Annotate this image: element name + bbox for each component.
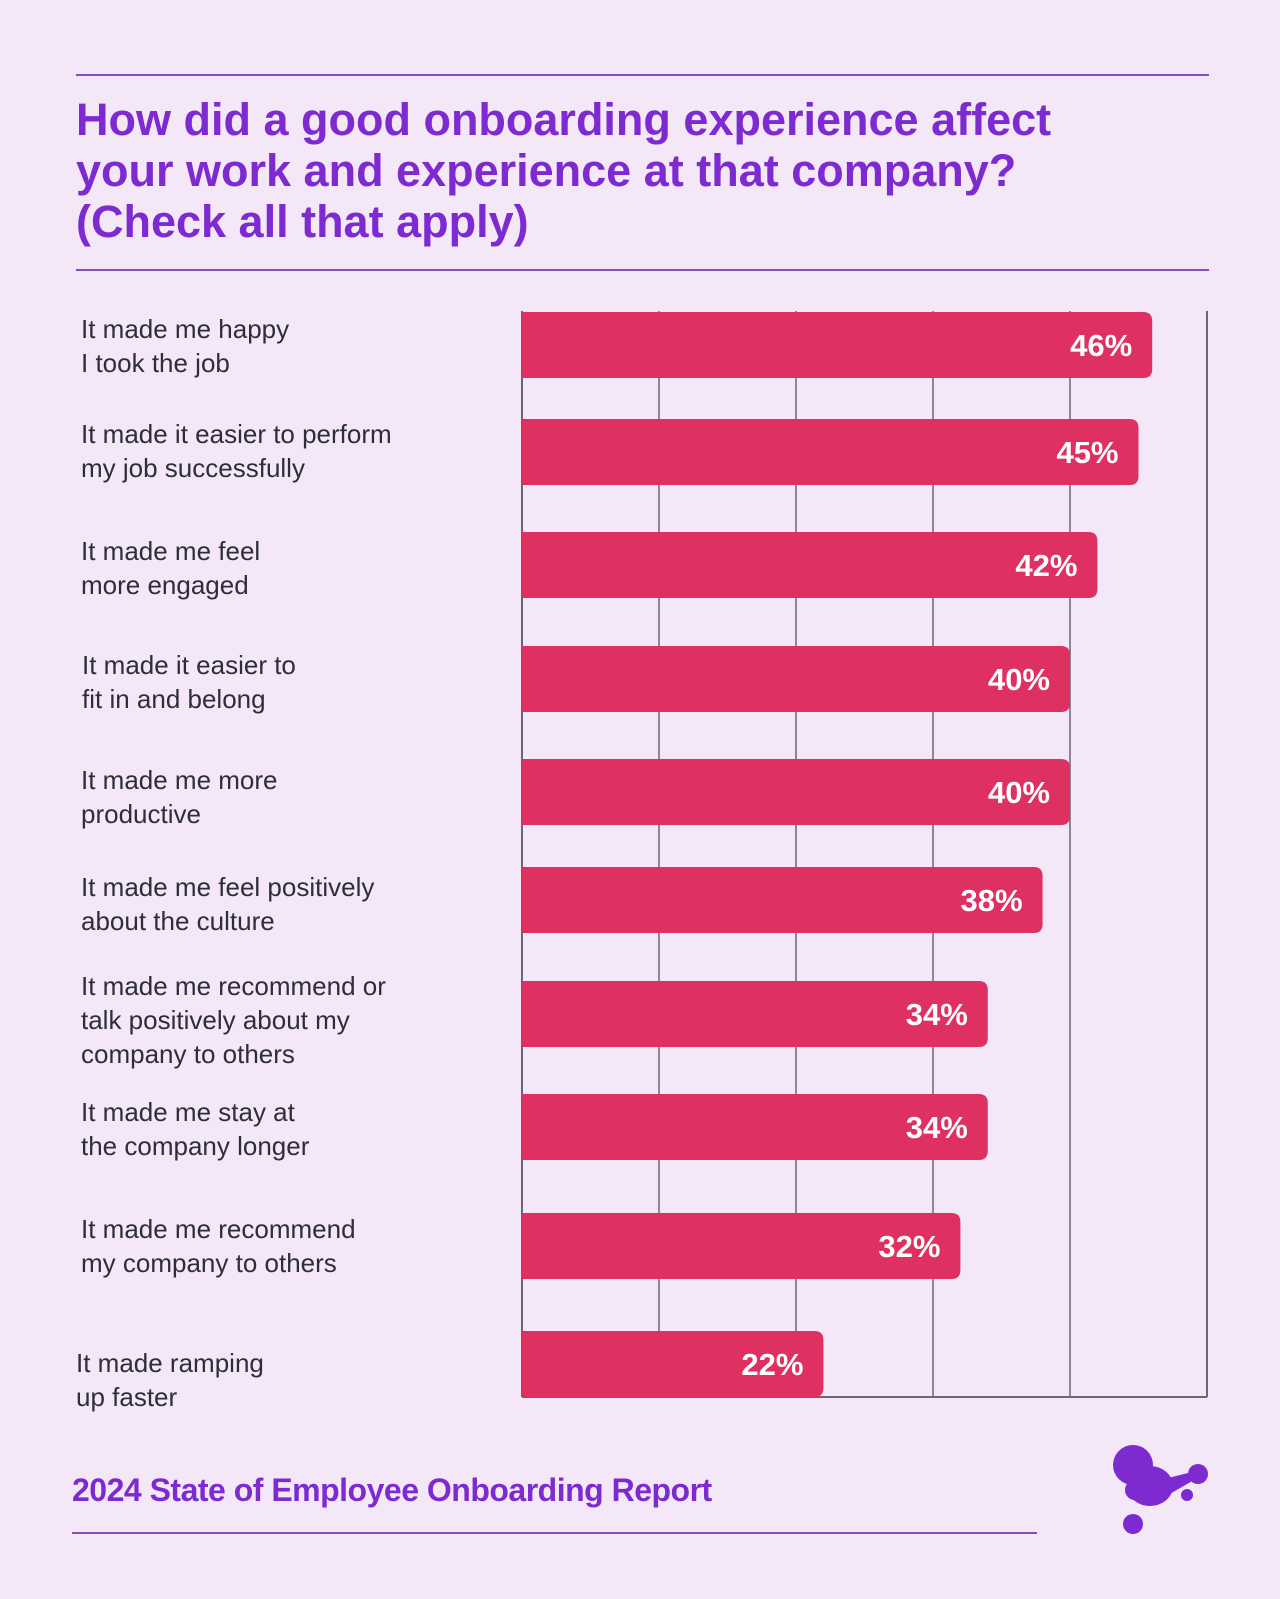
bar: [522, 312, 1153, 378]
category-label: It made me more productive: [81, 765, 278, 829]
category-label: It made me recommend or talk positively …: [81, 971, 386, 1069]
footer-rule: [72, 1532, 1037, 1534]
bar: [522, 867, 1043, 933]
purple-blob-logo-icon: [1113, 1445, 1208, 1534]
bar: [522, 759, 1070, 825]
bar: [522, 1331, 824, 1397]
page-title: How did a good onboarding experience aff…: [76, 94, 1052, 247]
category-label: It made me feel positively about the cul…: [81, 872, 375, 936]
value-label: 46%: [1070, 328, 1132, 363]
bar: [522, 981, 988, 1047]
bar: [522, 532, 1098, 598]
bars: [522, 312, 1153, 1397]
category-label: It made me happy I took the job: [81, 314, 290, 378]
bar-chart: 46% 45% 42% 40% 40% 38% 34% 34% 32% 22%: [521, 311, 1208, 1398]
value-label: 40%: [988, 662, 1050, 697]
value-label: 42%: [1015, 548, 1077, 583]
category-label: It made it easier to perform my job succ…: [81, 419, 392, 483]
bar: [522, 1213, 961, 1279]
bar: [522, 419, 1139, 485]
bar: [522, 646, 1070, 712]
value-label: 38%: [961, 883, 1023, 918]
value-labels: 46% 45% 42% 40% 40% 38% 34% 34% 32% 22%: [741, 328, 1132, 1382]
value-label: 34%: [906, 997, 968, 1032]
category-label: It made it easier to fit in and belong: [82, 650, 296, 714]
title-bottom-rule: [76, 269, 1209, 271]
value-label: 40%: [988, 775, 1050, 810]
value-label: 22%: [741, 1347, 803, 1382]
value-label: 34%: [906, 1110, 968, 1145]
category-label: It made ramping up faster: [76, 1348, 264, 1412]
top-rule: [76, 74, 1209, 76]
category-label: It made me feel more engaged: [81, 536, 261, 600]
bar: [522, 1094, 988, 1160]
report-title-footer: 2024 State of Employee Onboarding Report: [72, 1472, 712, 1508]
category-label: It made me stay at the company longer: [81, 1097, 310, 1161]
value-label: 45%: [1056, 435, 1118, 470]
category-label: It made me recommend my company to other…: [81, 1214, 356, 1278]
value-label: 32%: [878, 1229, 940, 1264]
